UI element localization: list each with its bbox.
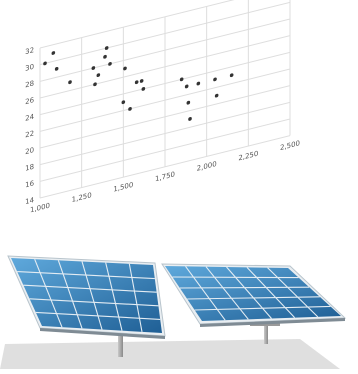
scatter-point bbox=[134, 80, 139, 85]
panel-cell-divider bbox=[187, 296, 320, 300]
panel-cell-divider bbox=[34, 258, 63, 328]
panel-cell-divider bbox=[185, 266, 226, 321]
scatter-point bbox=[141, 87, 146, 91]
y-gridline bbox=[40, 68, 290, 132]
panel-cell-divider bbox=[172, 276, 299, 279]
panel-cell-divider bbox=[246, 266, 296, 319]
solar-panels-illustration bbox=[0, 236, 358, 369]
scatter-point bbox=[214, 93, 219, 98]
scatter-point bbox=[54, 66, 59, 71]
panel-cell-divider bbox=[226, 266, 272, 319]
scatter-point bbox=[68, 80, 72, 85]
scatter-point bbox=[184, 84, 189, 89]
y-gridline bbox=[40, 135, 290, 199]
x-tick-label: 2,500 bbox=[280, 138, 300, 152]
y-gridline bbox=[40, 1, 290, 66]
y-gridline bbox=[40, 118, 290, 182]
scatter-point bbox=[51, 51, 56, 55]
x-tick-label: 1,500 bbox=[113, 180, 133, 194]
y-tick-label: 24 bbox=[25, 112, 34, 123]
scatter-point bbox=[43, 61, 47, 66]
x-tick-label: 1,750 bbox=[155, 169, 175, 183]
scatter-point bbox=[96, 73, 101, 77]
scatter-point bbox=[196, 81, 201, 86]
panel-cell-divider bbox=[179, 286, 310, 289]
right-solar-panel bbox=[161, 263, 347, 327]
points-layer bbox=[43, 46, 234, 121]
scatter-point bbox=[103, 54, 107, 59]
x-tick-label: 2,000 bbox=[197, 159, 217, 173]
right-panel-edge bbox=[200, 318, 345, 327]
panel-cell-divider bbox=[57, 260, 83, 329]
scatter-point bbox=[91, 66, 96, 70]
panel-cell-divider bbox=[35, 311, 161, 320]
panel-cell-divider bbox=[17, 271, 155, 280]
y-tick-label: 22 bbox=[25, 128, 34, 139]
ground-shadow bbox=[0, 339, 340, 369]
y-gridline bbox=[40, 85, 290, 149]
y-gridline bbox=[40, 18, 290, 82]
scatter-point bbox=[186, 100, 191, 105]
x-tick-label: 1,250 bbox=[72, 190, 92, 204]
y-tick-label: 16 bbox=[25, 178, 34, 189]
left-stand bbox=[118, 333, 123, 357]
left-solar-panel bbox=[7, 255, 166, 339]
y-tick-label: 26 bbox=[25, 95, 34, 106]
panel-cell-divider bbox=[128, 263, 143, 332]
axis-layer: 1,0001,2501,5001,7502,0002,2502,50014161… bbox=[25, 45, 300, 214]
scatter-point bbox=[229, 73, 234, 78]
left-panel-edge bbox=[40, 328, 165, 339]
plot-area: 1,0001,2501,5001,7502,0002,2502,50014161… bbox=[25, 0, 300, 214]
solar-panels-svg bbox=[0, 255, 347, 369]
panel-cell-divider bbox=[23, 284, 157, 293]
scatter-point bbox=[213, 77, 217, 82]
y-tick-label: 28 bbox=[25, 78, 34, 89]
y-gridline bbox=[40, 101, 290, 166]
grid-layer bbox=[39, 0, 291, 199]
scatter-point bbox=[93, 82, 97, 87]
panel-cell-divider bbox=[29, 298, 159, 307]
panel-cell-divider bbox=[205, 266, 249, 320]
scatter-point bbox=[179, 77, 184, 82]
scatter-point bbox=[128, 107, 132, 111]
scatter-point bbox=[121, 100, 126, 105]
y-tick-label: 20 bbox=[25, 145, 34, 156]
x-tick-label: 2,250 bbox=[238, 149, 258, 163]
scatter-plot-svg: 1,0001,2501,5001,7502,0002,2502,50014161… bbox=[25, 0, 300, 214]
scatter-point bbox=[108, 62, 112, 66]
panel-cell-divider bbox=[81, 261, 103, 330]
right-stand bbox=[264, 326, 268, 344]
tilted-scatter-plot: 1,000 1,250 1,500 1,750 2,000 2,250 2,500 14 16 1… bbox=[25, 0, 300, 214]
y-gridline bbox=[40, 51, 290, 116]
scatter-point bbox=[188, 117, 192, 121]
scatter-point bbox=[123, 66, 127, 71]
y-tick-label: 32 bbox=[25, 45, 34, 56]
panel-cell-divider bbox=[194, 305, 331, 311]
y-tick-label: 18 bbox=[25, 162, 34, 173]
panel-cell-divider bbox=[267, 267, 319, 318]
scatter-point bbox=[139, 79, 144, 83]
y-gridline bbox=[40, 35, 290, 99]
y-tick-label: 14 bbox=[25, 195, 34, 206]
panel-cell-divider bbox=[105, 262, 123, 331]
scatter-point bbox=[104, 46, 109, 50]
y-tick-label: 30 bbox=[25, 62, 34, 73]
y-gridline bbox=[40, 0, 290, 49]
